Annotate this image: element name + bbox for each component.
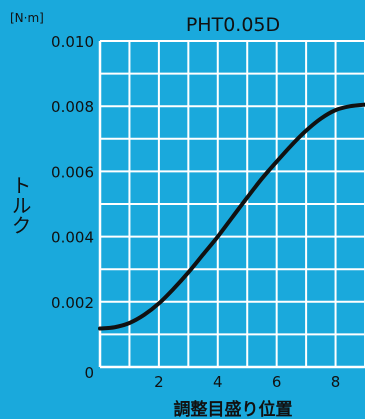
x-tick-label: 6 <box>272 373 282 391</box>
x-tick-label: 8 <box>331 373 341 391</box>
torque-curve <box>98 102 365 331</box>
x-tick-label: 4 <box>213 373 223 391</box>
unit-label: [N·m] <box>10 11 44 25</box>
y-tick-label: 0.010 <box>51 33 94 51</box>
y-axis-label: トルク <box>8 175 32 235</box>
origin-tick-label: 0 <box>84 364 94 382</box>
y-tick-labels: 0 0.002 0.004 0.006 0.008 0.010 <box>51 33 94 382</box>
x-tick-label: 2 <box>154 373 164 391</box>
y-tick-label: 0.004 <box>51 229 94 247</box>
y-tick-label: 0.002 <box>51 294 94 312</box>
x-tick-labels: 2 4 6 8 <box>154 373 340 391</box>
chart-title: PHT0.05D <box>186 14 280 36</box>
x-axis-label: 調整目盛り位置 <box>174 399 293 419</box>
y-tick-label: 0.008 <box>51 98 94 116</box>
grid-lines <box>98 40 365 369</box>
y-tick-label: 0.006 <box>51 163 94 181</box>
